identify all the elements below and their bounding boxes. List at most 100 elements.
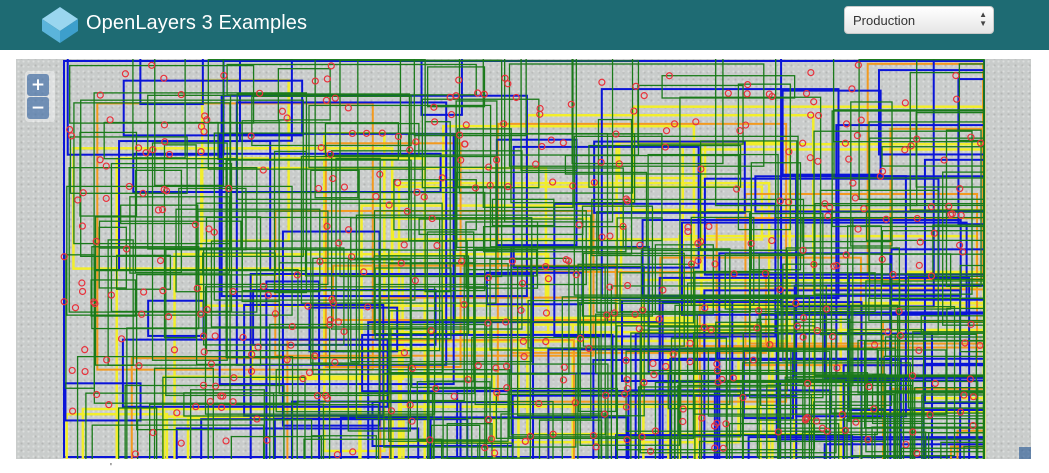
vector-box <box>861 376 985 459</box>
vector-box <box>226 63 477 96</box>
vector-point <box>793 322 802 330</box>
site-title[interactable]: OpenLayers 3 Examples <box>86 12 308 34</box>
zoom-out-button[interactable]: − <box>27 97 49 119</box>
vector-point <box>864 435 872 444</box>
zoom-in-button[interactable]: + <box>27 74 49 96</box>
vector-point <box>299 375 307 383</box>
vector-point <box>331 94 339 102</box>
vector-box <box>593 140 746 214</box>
vector-box <box>107 239 134 366</box>
vector-box <box>610 285 827 459</box>
vector-point <box>385 201 393 209</box>
vector-point <box>930 229 938 237</box>
vector-box <box>654 244 714 315</box>
vector-box <box>619 272 876 313</box>
vector-box <box>517 323 796 459</box>
vector-point <box>692 118 700 126</box>
vector-point <box>305 369 314 377</box>
vector-point <box>225 184 233 193</box>
vector-point <box>640 378 648 387</box>
vector-box <box>715 59 918 207</box>
vector-point <box>907 142 915 150</box>
vector-box <box>91 424 265 459</box>
vector-point <box>317 143 325 152</box>
vector-point <box>878 255 886 263</box>
vector-point <box>957 211 965 219</box>
vector-point <box>406 146 414 154</box>
vector-point <box>247 132 255 140</box>
vector-point <box>397 259 405 267</box>
attribution-button[interactable] <box>1019 447 1031 459</box>
vector-box <box>923 407 985 459</box>
vector-point <box>135 362 143 370</box>
vector-point <box>432 384 440 393</box>
vector-point <box>774 428 782 436</box>
vector-point <box>206 397 214 406</box>
vector-point <box>824 212 832 220</box>
map-viewport[interactable] <box>16 59 1031 459</box>
vector-box <box>149 403 325 459</box>
vector-point <box>700 323 708 332</box>
vector-box <box>581 205 654 317</box>
vector-point <box>263 436 271 444</box>
vector-point <box>433 241 441 250</box>
vector-point <box>913 214 921 223</box>
vector-point <box>326 321 334 329</box>
vector-point <box>977 139 985 147</box>
vector-point <box>278 107 287 115</box>
openlayers-logo-icon[interactable] <box>40 5 80 45</box>
vector-point <box>915 261 923 269</box>
vector-point <box>60 298 68 306</box>
vector-point <box>193 284 201 292</box>
vector-point <box>413 188 421 196</box>
vector-point <box>460 300 468 309</box>
vector-point <box>212 382 220 390</box>
vector-point <box>328 295 336 303</box>
vector-point <box>372 192 380 201</box>
vector-point <box>736 127 744 135</box>
vector-box <box>136 419 313 459</box>
vector-point <box>871 341 879 349</box>
vector-point <box>542 309 551 317</box>
vector-box <box>275 369 511 413</box>
vector-point <box>753 324 761 332</box>
vector-point <box>67 132 76 140</box>
vector-box <box>582 252 685 347</box>
vector-box <box>347 259 412 432</box>
vector-point <box>742 121 750 129</box>
vector-point <box>807 69 815 77</box>
vector-point <box>870 405 878 413</box>
vector-point <box>271 310 279 318</box>
vector-box <box>80 99 304 258</box>
vector-point <box>694 239 702 248</box>
vector-point <box>348 253 356 261</box>
vector-point <box>902 440 910 449</box>
vector-box <box>932 224 985 281</box>
vector-point <box>697 165 705 173</box>
vector-point <box>821 200 829 208</box>
vector-box <box>308 104 492 168</box>
vector-box <box>122 79 304 137</box>
mode-select[interactable]: Production ▲ ▼ <box>844 6 994 34</box>
vector-point <box>755 307 763 315</box>
vector-point <box>959 248 967 256</box>
vector-point <box>446 93 454 101</box>
vector-point <box>378 129 386 137</box>
vector-box <box>900 447 985 459</box>
vector-point <box>686 358 694 366</box>
vector-point <box>623 281 632 290</box>
vector-point <box>348 129 356 138</box>
vector-point <box>659 286 667 294</box>
vector-point <box>376 170 384 178</box>
vector-point <box>952 95 961 103</box>
vector-box <box>819 189 939 336</box>
vector-point <box>547 136 555 144</box>
vector-box <box>680 379 846 459</box>
vector-point <box>749 356 758 364</box>
vector-point <box>560 363 569 371</box>
vector-point <box>707 326 715 334</box>
vector-box <box>426 286 488 459</box>
vector-point <box>197 122 206 131</box>
vector-box <box>195 202 443 366</box>
vector-point <box>635 325 643 333</box>
